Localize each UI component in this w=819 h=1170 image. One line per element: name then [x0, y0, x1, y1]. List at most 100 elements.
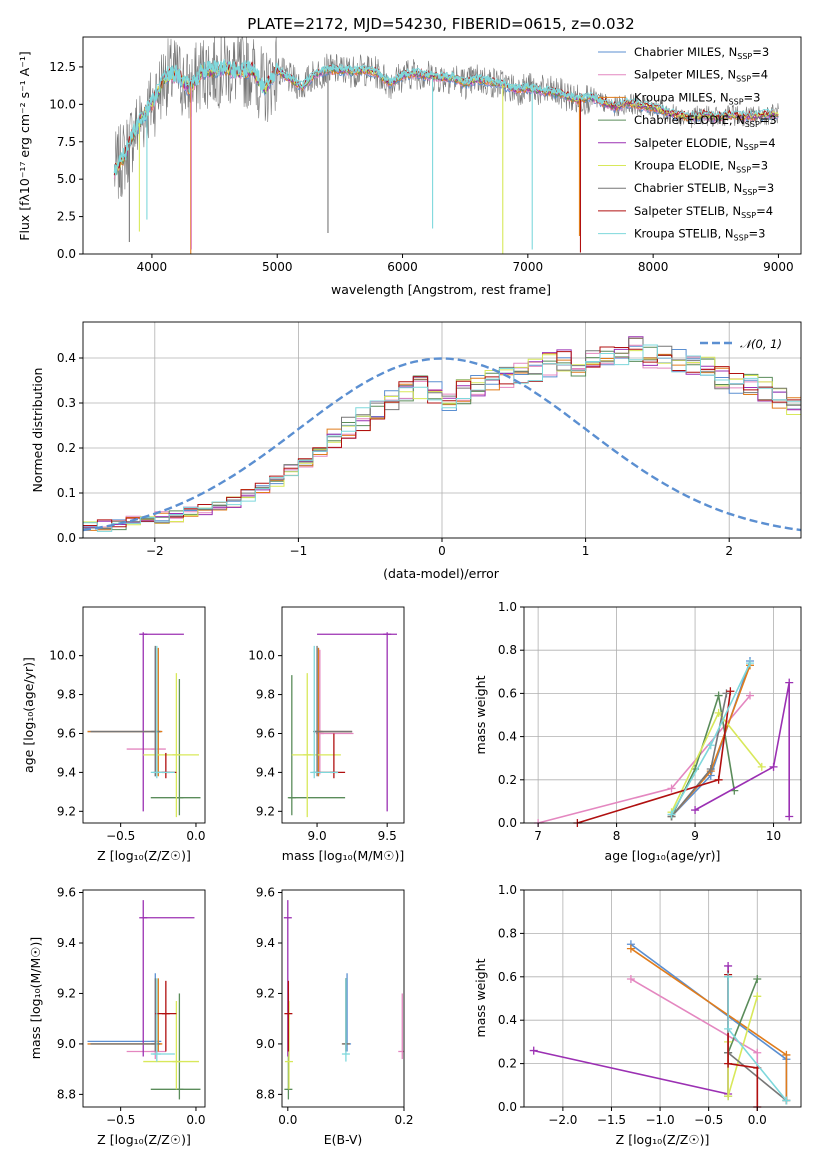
point-chabrier-stelib	[706, 765, 715, 773]
y-tick-label: 0.3	[57, 396, 76, 410]
histogram-kroupa-elodie	[83, 350, 801, 538]
legend-eq: =	[749, 227, 759, 241]
legend-n: 3	[761, 159, 768, 173]
histograms	[83, 336, 801, 538]
legend-n: 3	[758, 227, 765, 241]
y-tick-label: 1.0	[498, 600, 517, 614]
legend-subscript: SSP	[736, 166, 751, 175]
x-tick-label: 0.0	[278, 1113, 297, 1127]
point-salpeter-elodie	[529, 1046, 538, 1055]
y-tick-label: 0.4	[498, 730, 517, 744]
x-tick-label: 8	[613, 829, 621, 843]
x-tick-label: −0.5	[694, 1113, 723, 1127]
age-vs-mass-x-label: mass [log₁₀(M/M☉)]	[282, 848, 404, 863]
point-salpeter-miles	[753, 1048, 762, 1057]
mass-vs-ebv-panel: 0.0 0.2 8.8 9.0 9.2 9.4 9.6 E(B-V)	[256, 886, 414, 1147]
histogram-salpeter-stelib	[83, 346, 801, 538]
legend-eq: =	[756, 204, 766, 218]
x-tick-label: 5000	[262, 260, 293, 274]
y-tick-label: 0.8	[498, 643, 517, 657]
x-tick-label: 7	[534, 829, 542, 843]
y-tick-label: 0.1	[57, 486, 76, 500]
legend-subscript: SSP	[744, 143, 759, 152]
x-tick-label: −1.0	[645, 1113, 674, 1127]
histogram-kroupa-miles	[83, 337, 801, 538]
axes-frame	[82, 36, 802, 255]
point-salpeter-elodie	[785, 678, 794, 687]
point-kroupa-stelib	[667, 810, 676, 819]
spectrum-panel: PLATE=2172, MJD=54230, FIBERID=0615, z=0…	[17, 15, 802, 297]
y-tick-label: 0.0	[498, 1100, 517, 1114]
age-vs-z-panel: −0.5 0.0 9.2 9.4 9.6 9.8 10.0 Z [log₁₀(Z/Z☉)] ag…	[21, 606, 206, 863]
gaussian-curve	[83, 357, 801, 532]
legend-entry-salpeter-elodie: Salpeter ELODIE, NSSP=4	[634, 136, 776, 152]
residuals-x-label: (data-model)/error	[383, 566, 500, 581]
weight-vs-z-series	[529, 940, 791, 1111]
point-salpeter-miles	[626, 974, 635, 983]
y-tick-label: 5.0	[57, 172, 76, 186]
point-salpeter-elodie	[724, 961, 733, 970]
series-line-salpeter-elodie	[694, 682, 790, 817]
point-salpeter-elodie	[769, 762, 778, 771]
y-tick-label: 9.4	[57, 765, 76, 779]
histogram-kroupa-stelib	[83, 344, 801, 538]
y-tick-label: 8.8	[256, 1087, 275, 1101]
legend-n: 3	[767, 181, 774, 195]
legend-entry-chabrier-elodie: Chabrier ELODIE, NSSP=3	[634, 113, 777, 129]
mass-vs-ebv-marks	[283, 900, 404, 1100]
x-tick-label: 10	[766, 829, 781, 843]
point-kroupa-miles	[626, 944, 635, 953]
y-tick-label: 9.6	[57, 886, 76, 900]
legend-n: 3	[762, 45, 769, 59]
x-tick-label: 0.0	[186, 829, 205, 843]
legend-subscript: SSP	[737, 52, 752, 61]
x-tick-label: −1	[290, 544, 308, 558]
y-tick-label: 7.5	[57, 135, 76, 149]
mass-vs-z-y-label: mass [log₁₀(M/M☉)]	[28, 937, 43, 1059]
legend-subscript: SSP	[741, 211, 756, 220]
age-vs-z-y-label: age [log₁₀(age/yr)]	[21, 657, 36, 773]
legend-eq: =	[752, 45, 762, 59]
axes-frame	[281, 889, 405, 1108]
legend-subscript: SSP	[734, 234, 749, 243]
point-kroupa-stelib	[724, 1024, 733, 1033]
y-tick-label: 9.4	[57, 936, 76, 950]
legend-label: Salpeter ELODIE, N	[634, 136, 744, 150]
axes-frame	[82, 889, 206, 1108]
residuals-grid	[83, 322, 801, 538]
y-tick-label: 9.6	[57, 726, 76, 740]
point-salpeter-elodie	[785, 812, 794, 821]
mass-vs-z-x-label: Z [log₁₀(Z/Z☉)]	[97, 1132, 191, 1147]
y-tick-label: 9.6	[256, 726, 275, 740]
weight-vs-age-series	[534, 657, 794, 827]
y-tick-label: 9.2	[57, 804, 76, 818]
histogram-chabrier-stelib	[83, 337, 801, 538]
age-vs-mass-panel: 9.0 9.5 9.2 9.4 9.6 9.8 10.0 mass [log₁₀(M/M☉)]	[248, 606, 405, 863]
y-tick-label: 10.0	[248, 649, 275, 663]
point-salpeter-stelib	[714, 775, 723, 784]
weight-vs-z-x-label: Z [log₁₀(Z/Z☉)]	[616, 1132, 710, 1147]
x-tick-label: 1	[582, 544, 590, 558]
y-tick-label: 8.8	[57, 1087, 76, 1101]
age-vs-mass-marks	[287, 632, 397, 818]
legend-label: Kroupa MILES, N	[634, 90, 729, 104]
y-tick-label: 0.0	[498, 816, 517, 830]
y-tick-label: 0.2	[498, 773, 517, 787]
point-kroupa-elodie	[757, 762, 766, 771]
legend-label: Chabrier STELIB, N	[634, 181, 742, 195]
legend-n: 4	[761, 68, 768, 82]
point-salpeter-miles	[745, 691, 754, 700]
y-tick-label: 10.0	[49, 97, 76, 111]
point-chabrier-elodie	[714, 691, 723, 700]
y-tick-label: 0.0	[57, 531, 76, 545]
x-tick-label: −0.5	[106, 829, 135, 843]
legend-entry-kroupa-miles: Kroupa MILES, NSSP=3	[634, 90, 761, 106]
legend-entry-salpeter-stelib: Salpeter STELIB, NSSP=4	[634, 204, 773, 220]
legend-label: Chabrier ELODIE, N	[634, 113, 745, 127]
point-salpeter-stelib	[724, 1059, 733, 1068]
y-tick-label: 12.5	[49, 60, 76, 74]
x-tick-label: 0.0	[186, 1113, 205, 1127]
legend-subscript: SSP	[742, 188, 757, 197]
point-salpeter-stelib	[726, 687, 735, 696]
